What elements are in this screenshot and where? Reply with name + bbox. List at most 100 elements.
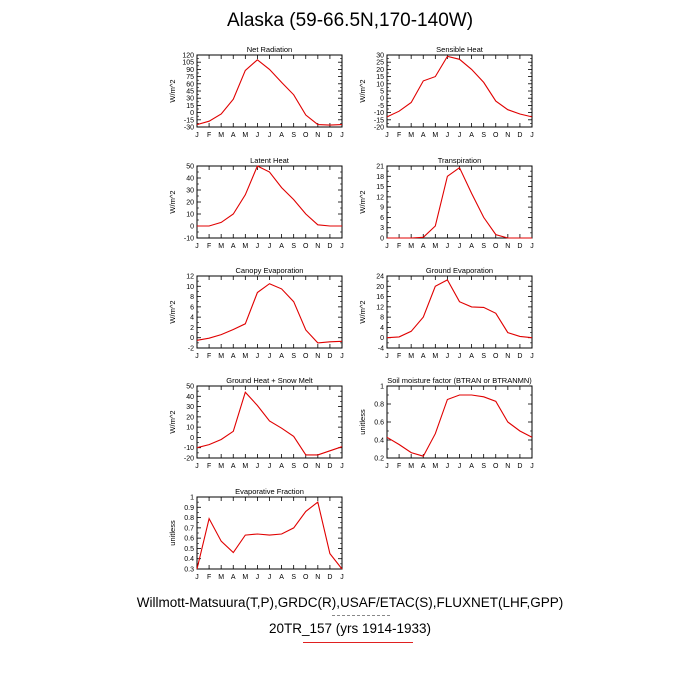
panel-9-xtick-label: N <box>315 574 320 581</box>
panel-6-ytick-label: 16 <box>376 294 384 301</box>
panel-4-xtick-label: J <box>446 243 450 250</box>
panel-3-xtick-label: M <box>218 243 224 250</box>
panel-8-xtick-label: N <box>505 463 510 470</box>
panel-6-ytick-label: -4 <box>378 346 384 353</box>
panel-2-ytick-label: 10 <box>376 81 384 88</box>
panel-6-xtick-label: F <box>397 353 401 360</box>
panel-3-frame <box>196 165 343 239</box>
panel-3-title: Latent Heat <box>250 156 290 165</box>
panel-3-xtick-label: M <box>242 243 248 250</box>
panel-6-xtick-label: M <box>432 353 438 360</box>
panel-4-ytick-label: 3 <box>380 225 384 232</box>
panel-5-xtick-label: O <box>303 353 309 360</box>
panel-8-xtick-label: M <box>432 463 438 470</box>
panel-8-ytick-label: 0.2 <box>374 456 384 463</box>
panel-5-xtick-label: J <box>195 353 199 360</box>
figure-title: Alaska (59-66.5N,170-140W) <box>226 10 474 31</box>
panel-3-ytick-label: 0 <box>190 224 194 231</box>
panel-9-ytick-label: 0.4 <box>184 556 194 563</box>
panel-6-ytick-label: 0 <box>380 335 384 342</box>
panel-4-xtick-label: A <box>421 243 426 250</box>
panel-3-xtick-label: J <box>268 243 272 250</box>
panel-4-xtick-label: J <box>530 243 534 250</box>
panel-7-ytick-label: 20 <box>186 414 194 421</box>
panel-5-ytick-label: 12 <box>186 274 194 281</box>
panel-7-xtick-label: J <box>268 463 272 470</box>
panel-4-ytick-label: 6 <box>380 215 384 222</box>
panel-5-title: Canopy Evaporation <box>236 266 304 275</box>
panel-1-series-line <box>196 59 343 126</box>
panel-4-xtick-label: D <box>517 243 522 250</box>
panel-7-xtick-label: N <box>315 463 320 470</box>
panel-3-ytick-label: -10 <box>184 236 194 243</box>
panel-3-xtick-label: F <box>207 243 211 250</box>
panel-2-ytick-label: 5 <box>380 89 384 96</box>
panel-8-series-line <box>386 394 533 457</box>
panel-8-xtick-label: F <box>397 463 401 470</box>
panel-4-ytick-label: 15 <box>376 184 384 191</box>
panel-2-xtick-label: J <box>446 132 450 139</box>
panel-3-xtick-label: J <box>256 243 260 250</box>
panel-7-ylabel: W/m^2 <box>168 410 177 433</box>
panel-9-xtick-label: A <box>231 574 236 581</box>
panel-3-ylabel: W/m^2 <box>168 190 177 213</box>
legend-model-line <box>303 642 413 643</box>
panel-6-xtick-label: M <box>408 353 414 360</box>
panel-4-xtick-label: A <box>469 243 474 250</box>
panel-2-xtick-label: S <box>481 132 486 139</box>
footer-sources: Willmott-Matsuura(T,P),GRDC(R),USAF/ETAC… <box>136 595 564 610</box>
panel-1-ytick-label: 0 <box>190 110 194 117</box>
panel-2-ytick-label: -5 <box>378 103 384 110</box>
panel-5-ytick-label: -2 <box>188 346 194 353</box>
panel-1-xtick-label: J <box>256 132 260 139</box>
panel-7-xtick-label: A <box>231 463 236 470</box>
panel-2-xtick-label: J <box>385 132 389 139</box>
panel-3-series-line <box>197 165 342 227</box>
panel-8-xtick-label: A <box>421 463 426 470</box>
panel-1-ytick-label: 90 <box>186 67 194 74</box>
panel-5-ytick-label: 4 <box>190 315 194 322</box>
panel-5-xtick-label: A <box>231 353 236 360</box>
panel-7-title: Ground Heat + Snow Melt <box>226 376 313 385</box>
panel-1-ytick-label: 45 <box>186 89 194 96</box>
panel-9-ytick-label: 0.9 <box>184 505 194 512</box>
panel-5-xtick-label: M <box>242 353 248 360</box>
panel-7-xtick-label: F <box>207 463 211 470</box>
panel-7-frame <box>196 385 343 459</box>
panel-7-series-line <box>196 391 343 456</box>
panel-1-ytick-label: -15 <box>184 117 194 124</box>
panel-6-xtick-label: A <box>421 353 426 360</box>
panel-9-xtick-label: M <box>218 574 224 581</box>
panel-7-ytick-label: 10 <box>186 425 194 432</box>
panel-8-ytick-label: 0.8 <box>374 402 384 409</box>
panel-4-ytick-label: 18 <box>376 174 384 181</box>
panel-3-xtick-label: O <box>303 243 309 250</box>
panel-4-xtick-label: J <box>385 243 389 250</box>
panel-2-ytick-label: 25 <box>376 60 384 67</box>
panel-5-ylabel: W/m^2 <box>168 300 177 323</box>
panel-1-ytick-label: 75 <box>186 74 194 81</box>
panel-7-xtick-label: M <box>218 463 224 470</box>
panel-1-ytick-label: 60 <box>186 81 194 88</box>
panel-4-title: Transpiration <box>438 156 482 165</box>
panel-1-xtick-label: N <box>315 132 320 139</box>
panel-8-ylabel: unitless <box>358 409 367 435</box>
panel-8-ytick-label: 0.4 <box>374 438 384 445</box>
panel-1-ytick-label: -30 <box>184 125 194 132</box>
panel-4-series-line <box>387 166 532 239</box>
panel-7-ytick-label: -20 <box>184 456 194 463</box>
panel-1-xtick-label: A <box>279 132 284 139</box>
panel-8-xtick-label: J <box>530 463 534 470</box>
panel-3-ytick-label: 30 <box>186 188 194 195</box>
panel-5-xtick-label: F <box>207 353 211 360</box>
panel-9-ytick-label: 1 <box>190 495 194 502</box>
panel-5-xtick-label: N <box>315 353 320 360</box>
panel-1-ytick-label: 15 <box>186 103 194 110</box>
panel-9-xtick-label: S <box>291 574 296 581</box>
panel-8-xtick-label: J <box>458 463 462 470</box>
panel-2-ytick-label: -10 <box>374 110 384 117</box>
panel-7-xtick-label: M <box>242 463 248 470</box>
panel-5-xtick-label: M <box>218 353 224 360</box>
panel-8-xtick-label: J <box>446 463 450 470</box>
